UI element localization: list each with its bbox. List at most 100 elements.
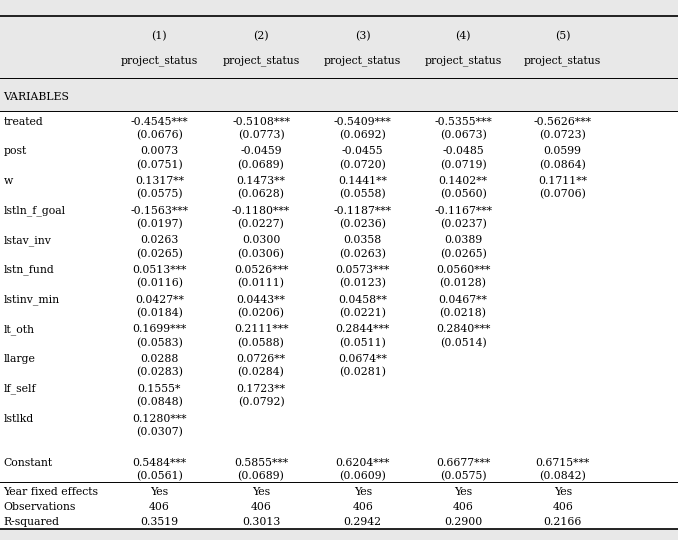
Text: 0.0560***: 0.0560*** <box>436 265 490 275</box>
Text: (0.0265): (0.0265) <box>439 248 487 259</box>
Text: (0.0792): (0.0792) <box>238 397 284 407</box>
Text: project_status: project_status <box>121 56 198 66</box>
Text: 0.6715***: 0.6715*** <box>536 458 590 468</box>
Text: treated: treated <box>3 117 43 126</box>
Text: (0.0751): (0.0751) <box>136 159 182 170</box>
Text: (0.0692): (0.0692) <box>339 130 386 140</box>
Text: (0.0206): (0.0206) <box>237 308 285 318</box>
Text: 0.1317**: 0.1317** <box>135 176 184 186</box>
Text: (0.0706): (0.0706) <box>539 189 586 199</box>
Text: (1): (1) <box>151 31 167 42</box>
Text: (0.0236): (0.0236) <box>339 219 386 229</box>
Text: Yes: Yes <box>252 487 270 497</box>
Text: -0.1187***: -0.1187*** <box>334 206 392 215</box>
Text: project_status: project_status <box>424 56 502 66</box>
Text: 0.0300: 0.0300 <box>242 235 280 245</box>
Text: (0.0263): (0.0263) <box>339 248 386 259</box>
Text: (0.0848): (0.0848) <box>136 397 183 407</box>
Text: 0.3013: 0.3013 <box>242 517 280 527</box>
Text: (0.0128): (0.0128) <box>439 278 487 288</box>
Text: (0.0842): (0.0842) <box>539 471 586 482</box>
Text: 0.0599: 0.0599 <box>544 146 582 156</box>
Text: VARIABLES: VARIABLES <box>3 92 69 102</box>
Text: -0.0459: -0.0459 <box>240 146 282 156</box>
Text: (0.0221): (0.0221) <box>339 308 386 318</box>
Text: 0.1280***: 0.1280*** <box>132 414 186 423</box>
Text: llarge: llarge <box>3 354 35 364</box>
Text: lf_self: lf_self <box>3 383 36 394</box>
Text: -0.1180***: -0.1180*** <box>232 206 290 215</box>
Text: (0.0116): (0.0116) <box>136 278 183 288</box>
Text: 0.0427**: 0.0427** <box>135 295 184 305</box>
Text: 0.1723**: 0.1723** <box>237 384 285 394</box>
Text: lstinv_min: lstinv_min <box>3 294 60 305</box>
Text: 0.1555*: 0.1555* <box>138 384 181 394</box>
Text: -0.0455: -0.0455 <box>342 146 384 156</box>
Text: -0.5108***: -0.5108*** <box>232 117 290 126</box>
Text: lstav_inv: lstav_inv <box>3 235 52 246</box>
FancyBboxPatch shape <box>0 111 678 529</box>
Text: 0.1441**: 0.1441** <box>338 176 387 186</box>
Text: 406: 406 <box>453 502 473 512</box>
Text: Constant: Constant <box>3 458 52 468</box>
Text: (0.0575): (0.0575) <box>136 189 182 199</box>
Text: (5): (5) <box>555 31 570 42</box>
Text: 0.0389: 0.0389 <box>444 235 482 245</box>
FancyBboxPatch shape <box>0 78 678 111</box>
Text: 0.6204***: 0.6204*** <box>336 458 390 468</box>
Text: 0.0358: 0.0358 <box>344 235 382 245</box>
Text: (0.0218): (0.0218) <box>439 308 487 318</box>
Text: (0.0676): (0.0676) <box>136 130 183 140</box>
Text: 0.0674**: 0.0674** <box>338 354 387 364</box>
Text: 0.0573***: 0.0573*** <box>336 265 390 275</box>
Text: 0.5484***: 0.5484*** <box>132 458 186 468</box>
Text: (0.0265): (0.0265) <box>136 248 183 259</box>
Text: (0.0588): (0.0588) <box>237 338 285 348</box>
Text: 0.1473**: 0.1473** <box>237 176 285 186</box>
Text: (0.0609): (0.0609) <box>339 471 386 482</box>
Text: lstn_fund: lstn_fund <box>3 265 54 275</box>
Text: (0.0307): (0.0307) <box>136 427 183 437</box>
Text: (0.0281): (0.0281) <box>339 367 386 377</box>
Text: (0.0773): (0.0773) <box>238 130 284 140</box>
Text: (0.0558): (0.0558) <box>340 189 386 199</box>
Text: (0.0111): (0.0111) <box>237 278 285 288</box>
Text: 406: 406 <box>353 502 373 512</box>
Text: (0.0583): (0.0583) <box>136 338 183 348</box>
Text: 0.2942: 0.2942 <box>344 517 382 527</box>
Text: lstlkd: lstlkd <box>3 414 34 423</box>
Text: (3): (3) <box>355 31 371 42</box>
Text: (0.0723): (0.0723) <box>539 130 586 140</box>
Text: (0.0628): (0.0628) <box>237 189 285 199</box>
Text: R-squared: R-squared <box>3 517 60 527</box>
Text: -0.0485: -0.0485 <box>442 146 484 156</box>
Text: Yes: Yes <box>151 487 168 497</box>
Text: 406: 406 <box>553 502 573 512</box>
Text: (0.0227): (0.0227) <box>237 219 285 229</box>
Text: 0.0288: 0.0288 <box>140 354 178 364</box>
Text: -0.4545***: -0.4545*** <box>131 117 188 126</box>
Text: -0.5355***: -0.5355*** <box>434 117 492 126</box>
FancyBboxPatch shape <box>0 16 678 78</box>
Text: project_status: project_status <box>524 56 601 66</box>
Text: (0.0184): (0.0184) <box>136 308 183 318</box>
Text: post: post <box>3 146 26 156</box>
Text: Yes: Yes <box>354 487 372 497</box>
Text: project_status: project_status <box>222 56 300 66</box>
Text: 0.1711**: 0.1711** <box>538 176 587 186</box>
Text: 0.3519: 0.3519 <box>140 517 178 527</box>
Text: (0.0719): (0.0719) <box>440 159 486 170</box>
Text: 0.2111***: 0.2111*** <box>234 325 288 334</box>
Text: 0.0513***: 0.0513*** <box>132 265 186 275</box>
Text: (2): (2) <box>253 31 269 42</box>
Text: project_status: project_status <box>324 56 401 66</box>
Text: lt_oth: lt_oth <box>3 324 35 335</box>
Text: (0.0864): (0.0864) <box>539 159 586 170</box>
Text: 0.0443**: 0.0443** <box>237 295 285 305</box>
Text: 0.0726**: 0.0726** <box>237 354 285 364</box>
Text: Observations: Observations <box>3 502 76 512</box>
Text: 0.0073: 0.0073 <box>140 146 178 156</box>
Text: -0.5626***: -0.5626*** <box>534 117 592 126</box>
Text: 0.2900: 0.2900 <box>444 517 482 527</box>
Text: (0.0306): (0.0306) <box>237 248 285 259</box>
